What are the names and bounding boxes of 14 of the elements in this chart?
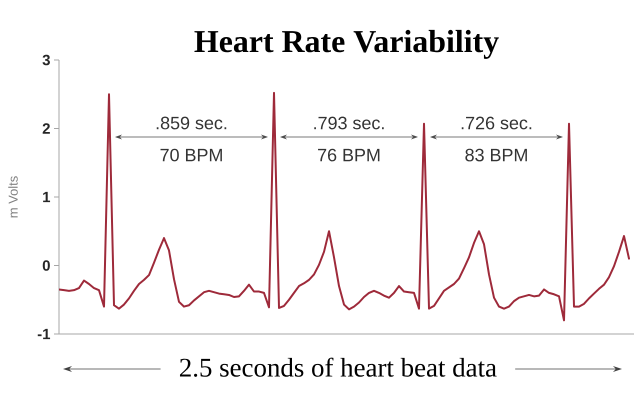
annotation: 70 BPM: [160, 148, 222, 162]
y-tick-label: 0: [42, 260, 50, 271]
annotation: .726 sec.: [462, 116, 532, 130]
annotation: 83 BPM: [465, 148, 527, 162]
y-tick-label: -1: [38, 328, 50, 340]
annotation: .793 sec.: [314, 116, 384, 130]
y-tick-label: 3: [42, 54, 50, 66]
chart-title: Heart Rate Variability: [194, 30, 499, 59]
y-axis-title: m Volts: [8, 176, 18, 218]
annotation: .859 sec.: [156, 116, 226, 130]
y-tick-label: 2: [42, 123, 50, 134]
y-tick-label: 1: [43, 192, 50, 202]
annotation: 76 BPM: [318, 148, 380, 162]
x-axis-title: 2.5 seconds of heart beat data: [180, 358, 497, 377]
